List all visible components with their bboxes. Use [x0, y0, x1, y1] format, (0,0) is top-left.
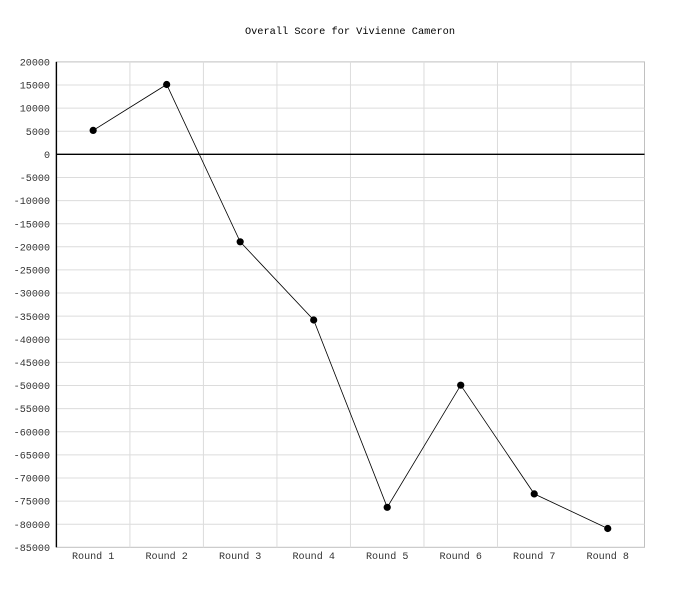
svg-text:-75000: -75000 — [14, 498, 50, 509]
svg-text:5000: 5000 — [26, 128, 50, 139]
svg-text:-45000: -45000 — [14, 359, 50, 370]
svg-text:Round 5: Round 5 — [366, 551, 408, 563]
svg-text:-5000: -5000 — [20, 174, 50, 185]
svg-text:-40000: -40000 — [14, 336, 50, 347]
svg-text:0: 0 — [44, 151, 50, 162]
svg-text:20000: 20000 — [20, 59, 50, 70]
svg-text:Round 7: Round 7 — [513, 551, 555, 563]
svg-text:-25000: -25000 — [14, 267, 50, 278]
svg-text:-70000: -70000 — [14, 475, 50, 486]
svg-text:-85000: -85000 — [14, 544, 50, 555]
svg-text:-35000: -35000 — [14, 313, 50, 324]
svg-text:-55000: -55000 — [14, 405, 50, 416]
svg-text:-60000: -60000 — [14, 428, 50, 439]
svg-text:Round 1: Round 1 — [72, 551, 114, 563]
svg-text:-20000: -20000 — [14, 243, 50, 254]
svg-text:15000: 15000 — [20, 82, 50, 93]
svg-text:Round 2: Round 2 — [145, 551, 187, 563]
svg-text:-50000: -50000 — [14, 382, 50, 393]
svg-text:-30000: -30000 — [14, 290, 50, 301]
svg-text:-15000: -15000 — [14, 220, 50, 231]
svg-text:Round 3: Round 3 — [219, 551, 261, 563]
svg-text:-10000: -10000 — [14, 197, 50, 208]
svg-text:Round 4: Round 4 — [292, 551, 334, 563]
svg-text:10000: 10000 — [20, 105, 50, 116]
svg-text:Round 8: Round 8 — [587, 551, 629, 563]
svg-text:-80000: -80000 — [14, 521, 50, 532]
svg-text:Round 6: Round 6 — [440, 551, 482, 563]
svg-text:-65000: -65000 — [14, 452, 50, 463]
